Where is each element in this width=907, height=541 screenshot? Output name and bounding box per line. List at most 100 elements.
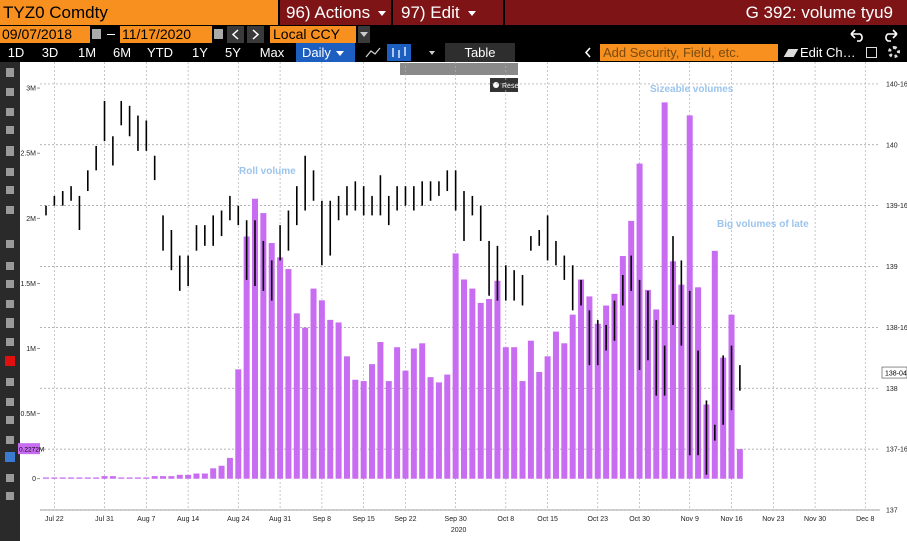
currency-dropdown[interactable] <box>358 26 370 43</box>
volume-bar <box>661 102 668 479</box>
volume-bar <box>118 477 125 479</box>
tool-icon[interactable] <box>5 452 15 462</box>
volume-bar <box>318 300 325 479</box>
table-button[interactable]: Table <box>445 43 515 62</box>
volume-bar <box>218 465 225 479</box>
x-tick-label: Jul 22 <box>45 516 64 523</box>
volume-bar <box>343 356 350 479</box>
volume-bar <box>327 319 334 479</box>
volume-bar <box>519 381 526 479</box>
volume-bar <box>335 322 342 479</box>
chart-tools[interactable] <box>360 43 442 62</box>
x-tick-label: Nov 23 <box>762 516 784 523</box>
volume-bar <box>736 449 743 479</box>
volume-bar <box>43 477 49 479</box>
volume-bar <box>410 348 417 479</box>
volume-bar <box>268 243 275 479</box>
volume-bar <box>569 314 576 479</box>
x-tick-label: Aug 24 <box>227 516 249 523</box>
volume-bar <box>260 213 267 479</box>
volume-bar <box>59 477 66 479</box>
chart-title: G 392: volume tyu9 <box>505 0 907 25</box>
range-button[interactable]: 6M <box>112 45 132 60</box>
volume-bar <box>494 280 501 479</box>
frequency-dropdown[interactable]: Daily <box>296 43 355 62</box>
reset-button[interactable]: Reset <box>502 83 520 90</box>
y-tick-label: 2M <box>26 216 36 223</box>
x-tick-label: Nov 16 <box>720 516 742 523</box>
range-button[interactable]: 3D <box>41 45 59 60</box>
currency-field[interactable]: Local CCY <box>270 26 356 43</box>
volume-bar <box>76 477 83 479</box>
volume-bar <box>611 293 618 479</box>
volume-bar <box>252 198 258 479</box>
actions-menu[interactable]: 96) Actions <box>280 0 391 25</box>
range-button[interactable]: Max <box>259 45 285 60</box>
x-tick-label: Oct 30 <box>629 516 650 523</box>
period-arrows[interactable] <box>227 26 267 43</box>
x-tick-label: Nov 9 <box>681 516 699 523</box>
edit-icon[interactable] <box>866 47 877 58</box>
edit-menu[interactable]: 97) Edit <box>393 0 503 25</box>
calendar-icon[interactable] <box>92 29 101 39</box>
edit-chart-button[interactable]: Edit Ch… <box>800 45 856 60</box>
y2-tick-label: 140 <box>886 142 898 149</box>
volume-bar <box>527 340 534 479</box>
start-date[interactable]: 09/07/2018 <box>0 26 90 43</box>
range-button[interactable]: 1Y <box>192 45 208 60</box>
volume-bar <box>243 236 250 479</box>
year-label: 2020 <box>451 527 467 534</box>
range-button[interactable]: 1M <box>77 45 97 60</box>
x-tick-label: Sep 22 <box>394 516 416 523</box>
volume-bar <box>151 476 158 479</box>
last-volume-label: 0.2272M <box>19 447 44 454</box>
y2-tick-label: 137 <box>886 508 898 515</box>
annotation: Roll volume <box>239 166 296 177</box>
dropdown-arrow <box>360 32 368 38</box>
y-tick-label: 0.5M <box>20 411 36 418</box>
annotation: Big volumes of late <box>717 219 809 230</box>
volume-bar <box>201 473 208 479</box>
date-separator <box>107 34 115 35</box>
x-tick-label: Oct 15 <box>537 516 558 523</box>
volume-bar <box>678 284 685 479</box>
y-tick-label: 0 <box>32 476 36 483</box>
volume-bar <box>101 476 108 479</box>
volume-bar <box>302 327 309 479</box>
volume-bar <box>486 299 493 479</box>
volume-bar <box>369 364 376 479</box>
volume-bar <box>670 261 676 479</box>
undo-redo[interactable] <box>845 26 905 43</box>
y-tick-label: 1.5M <box>20 281 36 288</box>
search-field[interactable]: Add Security, Field, etc. <box>600 44 778 61</box>
collapse-button[interactable] <box>583 43 599 62</box>
volume-bar <box>235 369 242 479</box>
x-tick-label: Sep 15 <box>353 516 375 523</box>
range-button[interactable]: YTD <box>147 45 173 60</box>
volume-bar <box>352 379 359 479</box>
volume-bar <box>385 381 392 479</box>
volume-bar <box>168 476 175 479</box>
volume-bar <box>419 343 426 479</box>
range-buttons: 1D 3D 1M 6M YTD 1Y 5Y Max <box>0 43 296 62</box>
calendar-icon[interactable] <box>214 29 223 39</box>
y2-tick-label: 139 <box>886 264 898 271</box>
last-price-box <box>881 366 907 379</box>
volume-bar <box>561 343 568 479</box>
floating-toolbar <box>400 63 518 92</box>
volume-bar <box>435 382 442 479</box>
volume-bar <box>452 253 459 479</box>
color-icon[interactable] <box>5 356 15 366</box>
range-button[interactable]: 5Y <box>225 45 241 60</box>
y2-tick-label: 138-16 <box>886 325 907 332</box>
y-tick-label: 1M <box>26 346 36 353</box>
end-date[interactable]: 11/17/2020 <box>120 26 212 43</box>
volume-bar <box>427 377 434 479</box>
security-field[interactable]: TYZ0 Comdty <box>0 0 278 25</box>
settings-icon[interactable] <box>888 46 900 58</box>
volume-bar <box>552 331 559 479</box>
range-button[interactable]: 1D <box>7 45 25 60</box>
volume-bar <box>109 476 116 479</box>
volume-bar <box>544 356 551 479</box>
